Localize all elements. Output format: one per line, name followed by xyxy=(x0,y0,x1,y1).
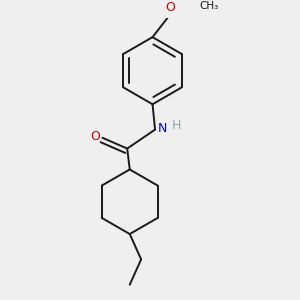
Text: H: H xyxy=(172,119,181,132)
Text: CH₃: CH₃ xyxy=(200,1,219,11)
Text: N: N xyxy=(158,122,167,135)
Text: O: O xyxy=(165,1,175,14)
Text: O: O xyxy=(90,130,100,143)
